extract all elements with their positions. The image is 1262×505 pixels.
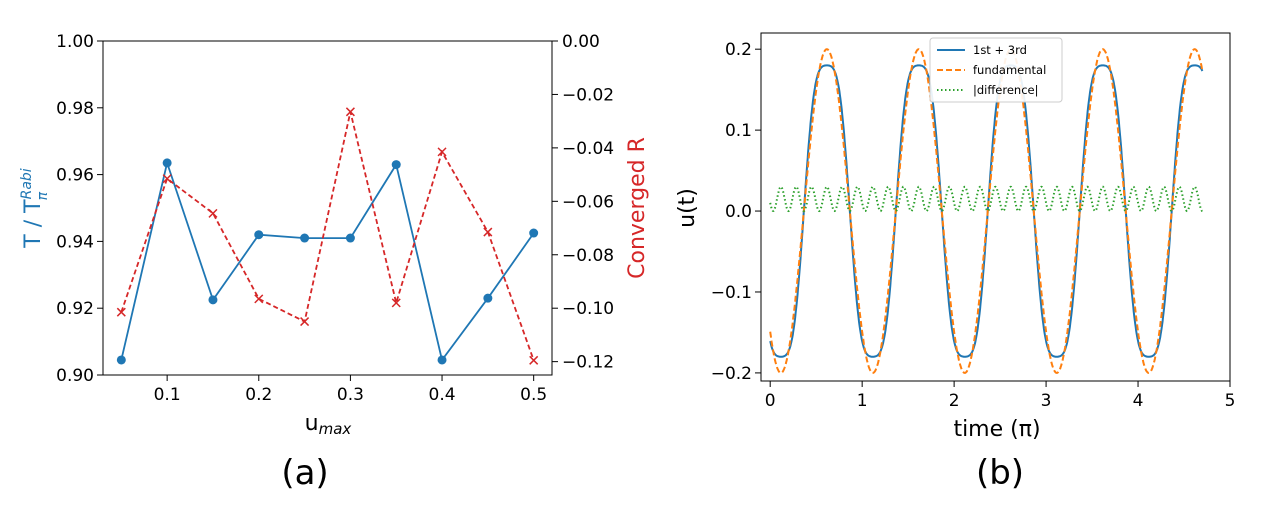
chart-a-x-marker <box>437 147 447 157</box>
chart-a-point <box>529 228 539 238</box>
chart-b: 0 1 2 3 4 5 −0.2 −0.1 0.0 0.1 0.2 time (π) u(t) 1… <box>675 32 1236 493</box>
chart-a-ytick-right-label: −0.04 <box>562 139 614 159</box>
chart-b-xtick-label: 0 <box>765 391 776 411</box>
chart-a-xlabel: umax <box>305 411 352 438</box>
chart-a-ytick-right-label: 0.00 <box>562 32 600 52</box>
chart-b-xtick-label: 4 <box>1133 391 1144 411</box>
chart-b-series-difference <box>769 185 1203 213</box>
chart-a-point <box>437 355 447 365</box>
chart-b-xtick-label: 5 <box>1225 391 1236 411</box>
chart-a-xtick-label: 0.3 <box>337 385 364 405</box>
chart-a-xtick-label: 0.1 <box>154 385 181 405</box>
chart-a-point <box>254 230 264 240</box>
chart-a-ytick-left-label: 0.94 <box>56 232 94 252</box>
chart-a-ytick-right-label: −0.10 <box>562 299 614 319</box>
chart-b-ytick-label: 0.0 <box>725 202 752 222</box>
chart-a-point <box>162 158 172 168</box>
chart-a-point <box>300 233 310 243</box>
chart-b-ylabel: u(t) <box>675 188 700 228</box>
chart-b-frame <box>760 32 1231 382</box>
chart-a-x-marker <box>208 208 218 218</box>
chart-a-frame <box>102 40 553 376</box>
chart-a-ytick-left-label: 0.90 <box>56 366 94 386</box>
chart-a-point <box>483 293 493 303</box>
chart-a-series-line-1 <box>120 159 535 363</box>
chart-a-x-marker <box>300 317 310 327</box>
chart-a-ytick-left-label: 0.96 <box>56 166 94 186</box>
chart-a-x-marker <box>483 227 493 237</box>
chart-a-ytick-right-label: −0.08 <box>562 246 614 266</box>
chart-a-series-line-2 <box>120 111 535 361</box>
chart-a-point <box>208 295 218 305</box>
chart-b-ytick-label: −0.2 <box>711 364 752 384</box>
chart-a-xtick-label: 0.4 <box>429 385 456 405</box>
chart-a-ytick-left-label: 1.00 <box>56 32 94 52</box>
chart-a-x-marker <box>391 298 401 308</box>
legend-label-fundamental: fundamental <box>973 63 1046 77</box>
chart-a-point <box>345 233 355 243</box>
chart-b-ytick-label: 0.2 <box>725 40 752 60</box>
chart-a-x-marker <box>162 174 172 184</box>
chart-b-legend: 1st + 3rd fundamental |difference| <box>929 37 1063 103</box>
chart-a-xtick-label: 0.5 <box>520 385 547 405</box>
chart-b-ytick-label: 0.1 <box>725 121 752 141</box>
chart-a-x-marker <box>345 107 355 117</box>
chart-a-ylabel-left: T / TRabiπ <box>19 168 51 248</box>
chart-a-point <box>391 160 401 170</box>
legend-frame <box>929 37 1063 103</box>
chart-b-xtick-label: 3 <box>1041 391 1052 411</box>
chart-b-xlabel: time (π) <box>953 417 1040 442</box>
caption-a: (a) <box>281 453 328 493</box>
caption-b: (b) <box>976 453 1024 493</box>
chart-a-ytick-left-label: 0.92 <box>56 299 94 319</box>
chart-b-xtick-label: 2 <box>949 391 960 411</box>
legend-label-difference: |difference| <box>973 83 1038 97</box>
chart-a-x-marker <box>116 307 126 317</box>
chart-a-xtick-label: 0.2 <box>245 385 272 405</box>
chart-a-ytick-right-label: −0.12 <box>562 353 614 373</box>
legend-label-1st-3rd: 1st + 3rd <box>973 43 1027 57</box>
chart-a-ytick-left-label: 0.98 <box>56 99 94 119</box>
chart-a-ytick-right-label: −0.02 <box>562 85 614 105</box>
chart-a-x-marker <box>529 355 539 365</box>
chart-a-ylabel-right: Converged R <box>625 137 650 279</box>
chart-a-ytick-right-label: −0.06 <box>562 192 614 212</box>
chart-a-point <box>116 355 126 365</box>
chart-a: 0.1 0.2 0.3 0.4 0.5 0.90 0.92 0.94 0.96 0.98 1.00… <box>19 32 650 493</box>
chart-b-xtick-label: 1 <box>857 391 868 411</box>
chart-a-x-marker <box>254 294 264 304</box>
chart-b-ytick-label: −0.1 <box>711 283 752 303</box>
